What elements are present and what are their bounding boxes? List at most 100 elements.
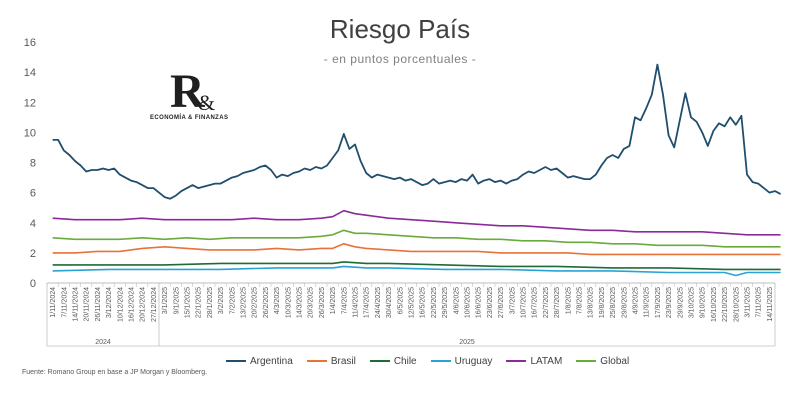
legend-swatch bbox=[226, 360, 246, 362]
x-tick-label: 20/12/2024 bbox=[140, 287, 147, 322]
x-tick-label: 4/9/2025 bbox=[633, 287, 640, 314]
series-layer bbox=[52, 63, 782, 277]
x-tick-label: 10/6/2025 bbox=[465, 287, 472, 318]
x-tick-label: 29/5/2025 bbox=[442, 287, 449, 318]
y-tick-label: 8 bbox=[30, 158, 36, 170]
x-tick-label: 1/11/2024 bbox=[50, 287, 57, 318]
legend-swatch bbox=[369, 360, 390, 362]
brand-logo: R & ECONOMÍA & FINANZAS bbox=[150, 68, 240, 128]
series-line-brasil bbox=[52, 243, 781, 256]
x-tick-label: 3/12/2024 bbox=[106, 287, 113, 318]
x-tick-label: 26/3/2025 bbox=[319, 287, 326, 318]
logo-ampersand: & bbox=[198, 90, 216, 115]
x-tick-label: 28/10/2025 bbox=[733, 287, 740, 322]
series-line-uruguay bbox=[52, 265, 781, 277]
chart-legend: Argentina Brasil Chile Uruguay LATAM Global bbox=[226, 354, 629, 368]
x-tick-label: 3/2/2025 bbox=[218, 287, 225, 314]
y-tick-label: 0 bbox=[30, 278, 36, 290]
x-tick-label: 13/8/2025 bbox=[588, 287, 595, 318]
x-tick-label: 23/6/2025 bbox=[487, 287, 494, 318]
year-label: 2024 bbox=[95, 339, 111, 346]
y-tick-label: 14 bbox=[24, 67, 36, 79]
x-tick-label: 29/9/2025 bbox=[677, 287, 684, 318]
series-line-argentina bbox=[52, 63, 782, 200]
x-tick-label: 28/7/2025 bbox=[554, 287, 561, 318]
x-tick-label: 3/1/2025 bbox=[162, 287, 169, 314]
x-tick-label: 7/2/2025 bbox=[229, 287, 236, 314]
x-tick-label: 19/8/2025 bbox=[599, 287, 606, 318]
legend-item-latam: LATAM bbox=[506, 356, 562, 367]
x-tick-label: 26/2/2025 bbox=[263, 287, 270, 318]
series-line-global bbox=[52, 229, 781, 248]
x-axis: 1/11/2024 7/11/2024 14/11/2024 20/11/2024 26… bbox=[46, 282, 776, 347]
x-tick-label: 20/11/2024 bbox=[84, 287, 91, 322]
x-tick-label: 12/5/2025 bbox=[409, 287, 416, 318]
x-tick-label: 14/11/2025 bbox=[767, 287, 774, 322]
x-tick-label: 20/2/2025 bbox=[252, 287, 259, 318]
legend-item-brasil: Brasil bbox=[306, 355, 356, 367]
x-tick-label: 11/9/2025 bbox=[644, 287, 651, 318]
legend-swatch bbox=[576, 360, 597, 362]
x-tick-label: 16/7/2025 bbox=[532, 287, 539, 318]
x-tick-label: 14/11/2024 bbox=[73, 287, 80, 322]
legend-label: Argentina bbox=[250, 355, 293, 367]
x-tick-label: 22/1/2025 bbox=[196, 287, 203, 318]
y-tick-label: 16 bbox=[24, 37, 36, 49]
x-tick-label: 7/8/2025 bbox=[577, 287, 584, 314]
legend-label: LATAM bbox=[530, 355, 563, 367]
x-tick-label: 29/8/2025 bbox=[621, 287, 628, 318]
x-tick-label: 17/4/2025 bbox=[364, 287, 371, 318]
legend-item-argentina: Argentina bbox=[226, 356, 293, 367]
x-tick-label: 26/11/2024 bbox=[95, 287, 102, 322]
y-tick-label: 12 bbox=[24, 97, 36, 109]
x-tick-label: 10/3/2025 bbox=[285, 287, 292, 318]
x-tick-label: 9/1/2025 bbox=[173, 287, 180, 314]
x-tick-label: 17/9/2025 bbox=[655, 287, 662, 318]
legend-swatch bbox=[306, 360, 327, 362]
legend-label: Brasil bbox=[330, 355, 356, 367]
x-tick-label: 3/11/2025 bbox=[745, 287, 752, 318]
x-tick-label: 20/3/2025 bbox=[308, 287, 315, 318]
x-tick-label: 1/4/2025 bbox=[330, 287, 337, 314]
x-tick-label: 16/5/2025 bbox=[420, 287, 427, 318]
logo-caption: ECONOMÍA & FINANZAS bbox=[150, 115, 229, 121]
chart-title: Riesgo País bbox=[329, 14, 471, 44]
x-tick-label: 30/4/2025 bbox=[386, 287, 393, 318]
x-tick-label: 22/7/2025 bbox=[543, 287, 550, 318]
x-tick-label: 4/3/2025 bbox=[274, 287, 281, 314]
x-tick-label: 7/4/2025 bbox=[341, 287, 348, 314]
x-tick-label: 28/1/2025 bbox=[207, 287, 214, 318]
x-tick-label: 27/12/2024 bbox=[151, 287, 158, 322]
x-tick-label: 15/1/2025 bbox=[185, 287, 192, 318]
year-label: 2025 bbox=[459, 339, 475, 346]
y-tick-label: 6 bbox=[30, 188, 36, 200]
legend-swatch bbox=[506, 360, 527, 362]
x-tick-label: 25/8/2025 bbox=[610, 287, 617, 318]
series-line-chile bbox=[52, 261, 781, 271]
x-tick-label: 23/9/2025 bbox=[666, 287, 673, 318]
logo-mark: R bbox=[170, 65, 205, 118]
x-tick-label: 16/6/2025 bbox=[476, 287, 483, 318]
x-tick-label: 7/11/2024 bbox=[61, 287, 68, 318]
x-tick-label: 16/12/2024 bbox=[129, 287, 136, 322]
x-tick-label: 10/7/2025 bbox=[521, 287, 528, 318]
x-tick-label: 3/10/2025 bbox=[689, 287, 696, 318]
x-tick-label: 13/2/2025 bbox=[241, 287, 248, 318]
y-tick-label: 4 bbox=[30, 218, 36, 230]
x-tick-label: 27/6/2025 bbox=[498, 287, 505, 318]
x-tick-label: 14/3/2025 bbox=[297, 287, 304, 318]
legend-swatch bbox=[430, 360, 451, 362]
y-tick-label: 10 bbox=[24, 127, 36, 139]
legend-label: Global bbox=[600, 355, 630, 367]
x-tick-label: 16/10/2025 bbox=[711, 287, 718, 322]
x-tick-label: 22/5/2025 bbox=[431, 287, 438, 318]
source-note: Fuente: Romano Group en base a JP Morgan… bbox=[22, 369, 208, 376]
legend-label: Uruguay bbox=[454, 355, 493, 367]
x-tick-label: 22/10/2025 bbox=[722, 287, 729, 322]
series-line-latam bbox=[52, 209, 781, 236]
x-tick-label: 7/11/2025 bbox=[756, 287, 763, 318]
x-tick-label: 4/6/2025 bbox=[453, 287, 460, 314]
x-tick-label: 1/8/2025 bbox=[565, 287, 572, 314]
x-tick-label: 6/5/2025 bbox=[397, 287, 404, 314]
